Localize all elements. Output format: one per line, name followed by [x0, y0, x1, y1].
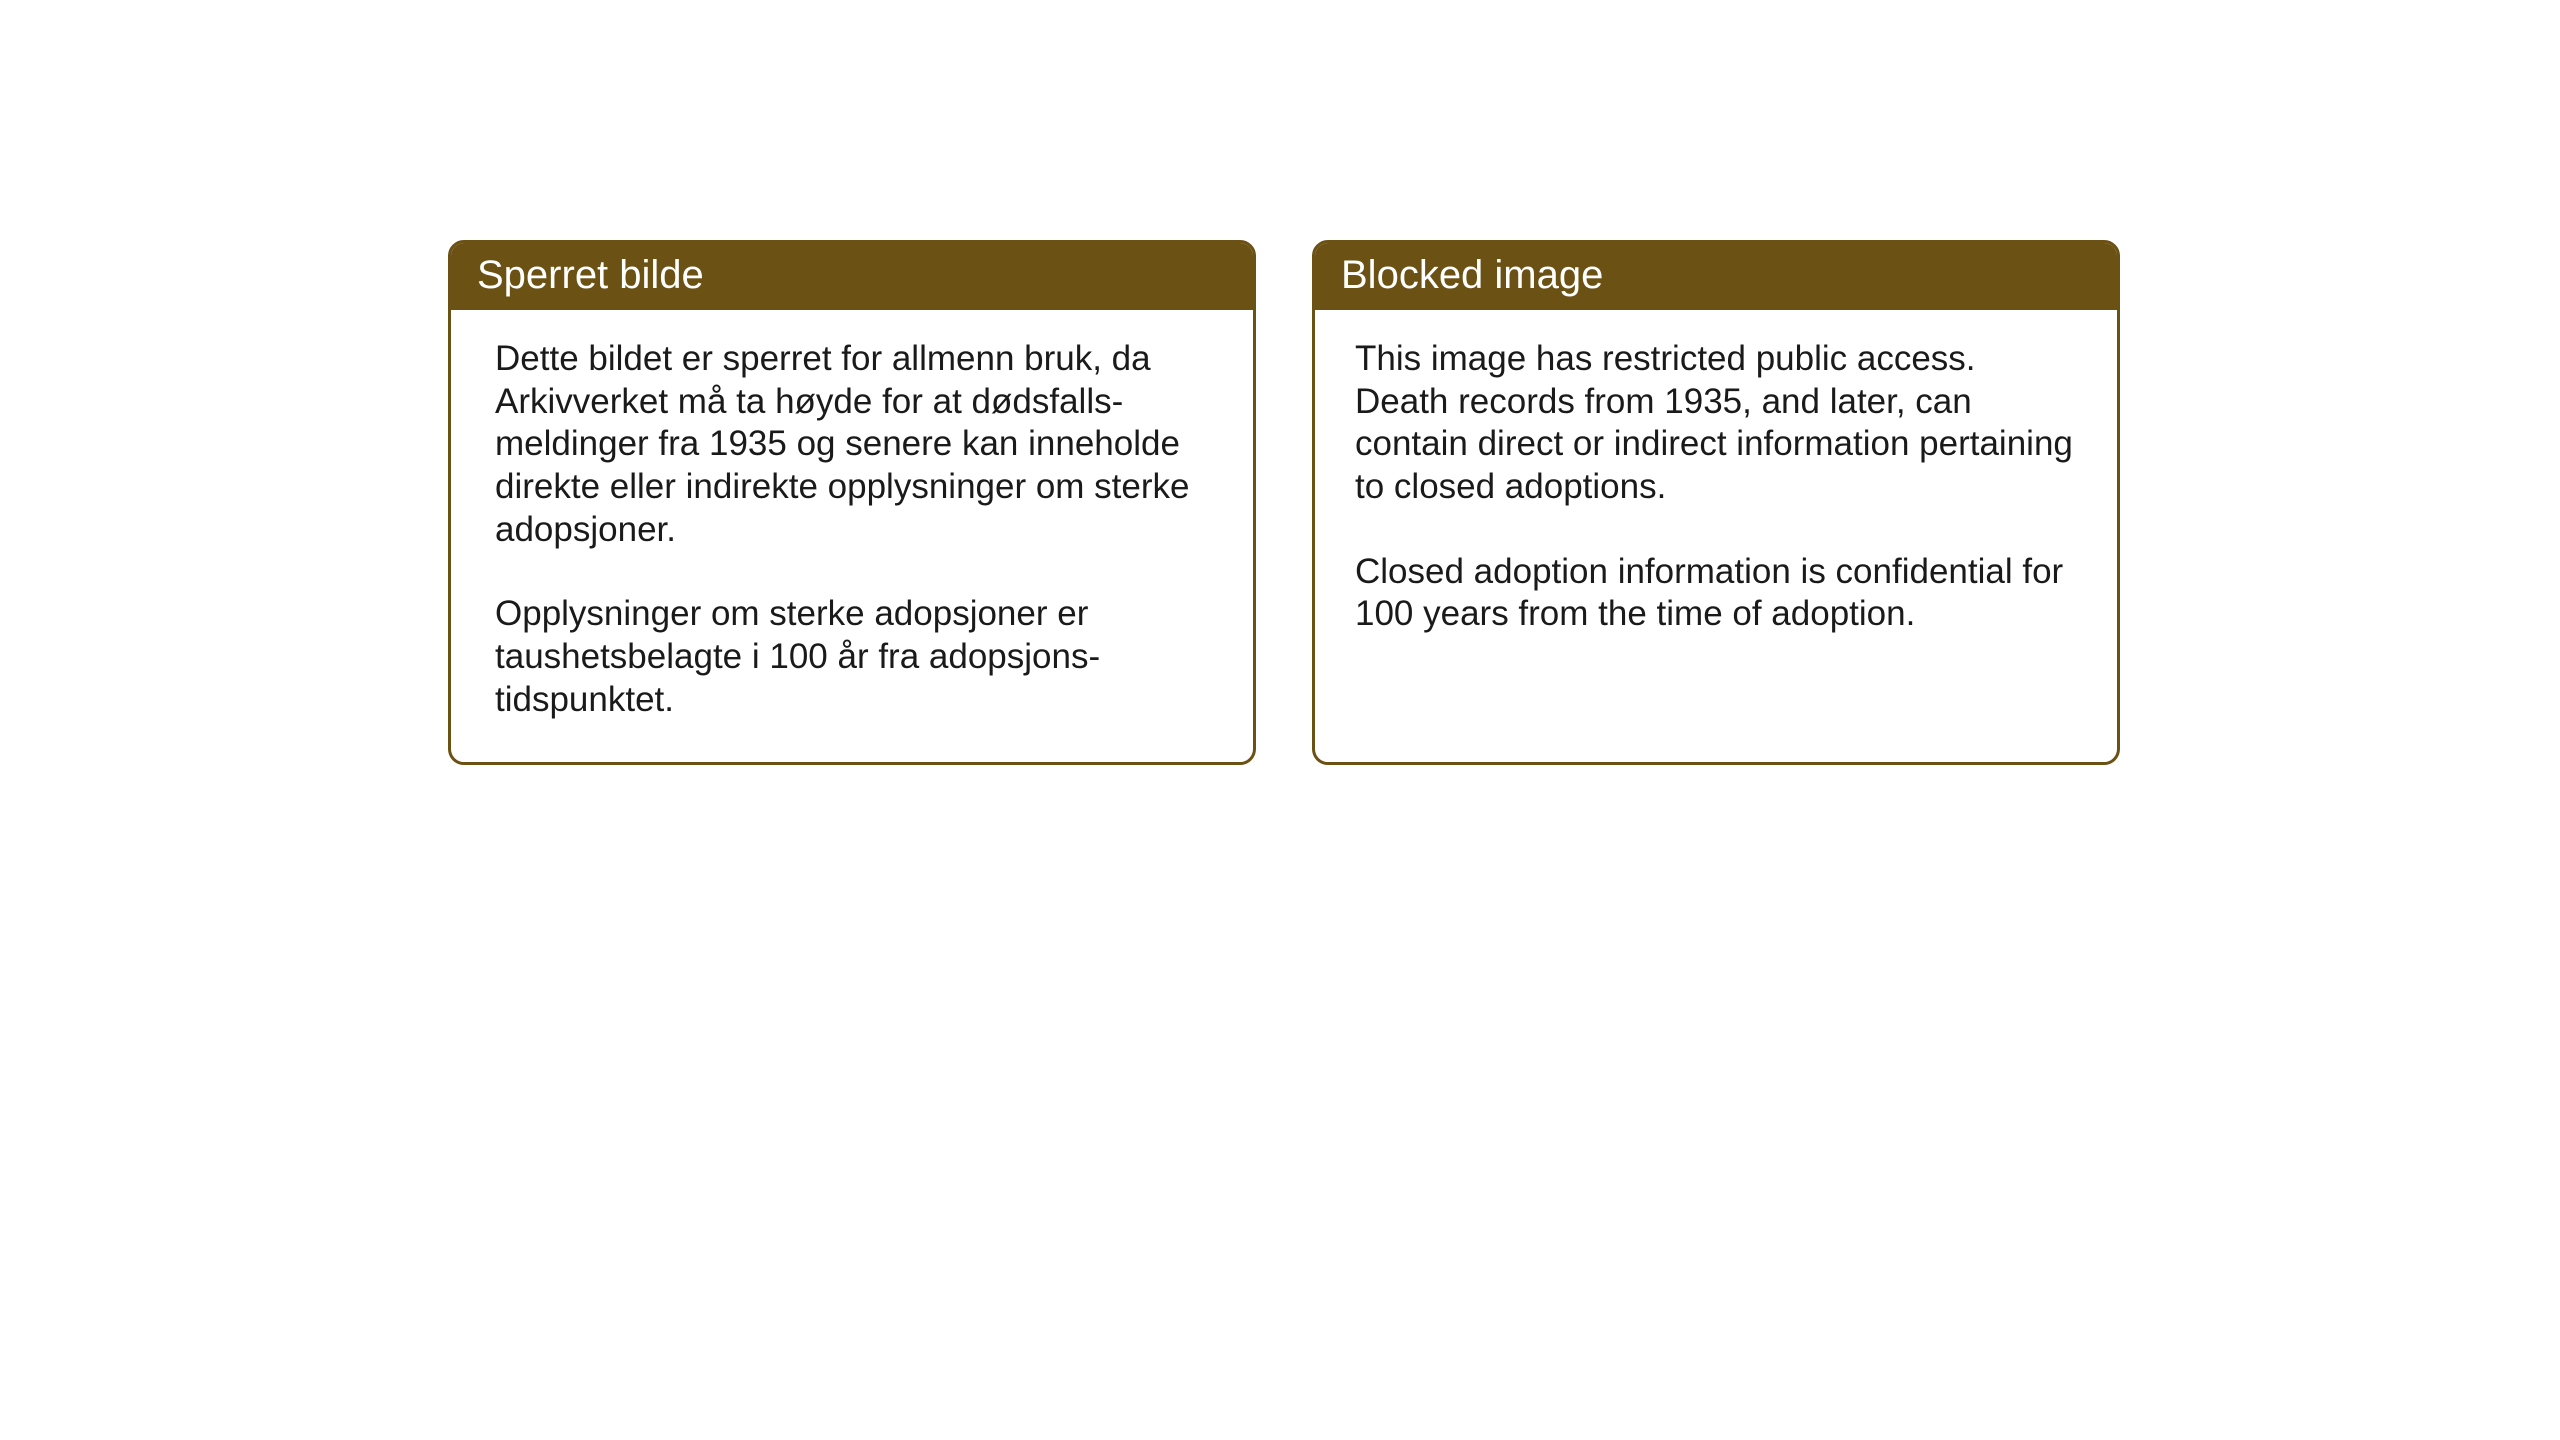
notice-card-norwegian: Sperret bilde Dette bildet er sperret fo…: [448, 240, 1256, 765]
paragraph-text: Opplysninger om sterke adopsjoner er tau…: [495, 593, 1213, 721]
notice-card-english: Blocked image This image has restricted …: [1312, 240, 2120, 765]
card-body-norwegian: Dette bildet er sperret for allmenn bruk…: [451, 310, 1253, 762]
notice-container: Sperret bilde Dette bildet er sperret fo…: [0, 0, 2560, 765]
card-body-english: This image has restricted public access.…: [1315, 310, 2117, 730]
card-header-norwegian: Sperret bilde: [451, 243, 1253, 310]
paragraph-text: Closed adoption information is confident…: [1355, 551, 2077, 636]
paragraph-text: Dette bildet er sperret for allmenn bruk…: [495, 338, 1213, 551]
paragraph-text: This image has restricted public access.…: [1355, 338, 2077, 509]
card-header-english: Blocked image: [1315, 243, 2117, 310]
